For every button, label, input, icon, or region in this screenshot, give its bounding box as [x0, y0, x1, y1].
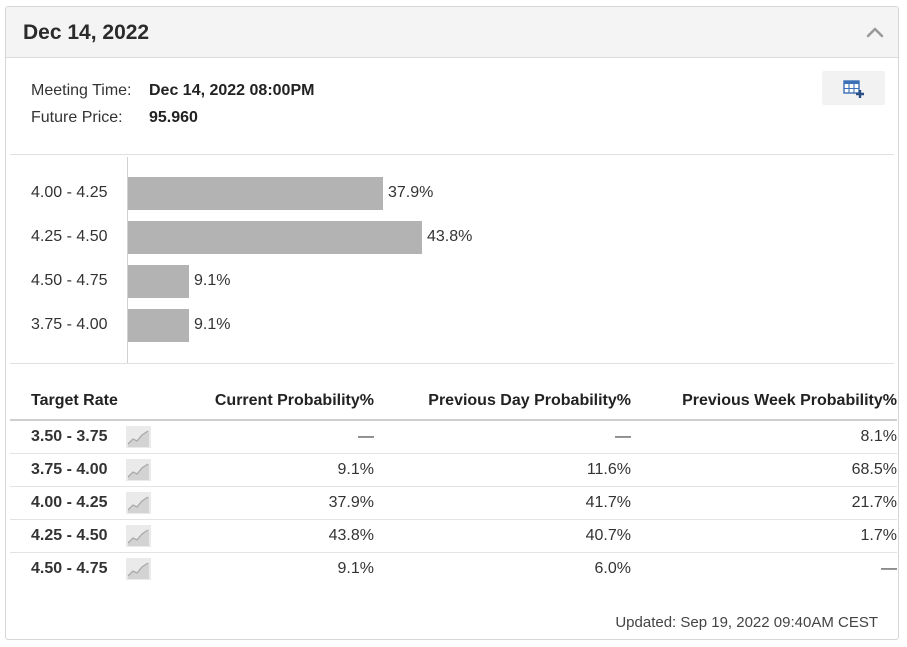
previous-week-probability-cell: 8.1%	[631, 420, 897, 454]
probability-table: Target Rate Current Probability% Previou…	[10, 382, 897, 585]
sparkline-chart-icon[interactable]	[126, 558, 151, 580]
section-divider	[10, 154, 894, 155]
previous-day-probability-cell: 6.0%	[594, 560, 631, 577]
export-table-button[interactable]	[822, 71, 885, 105]
meeting-date-title: Dec 14, 2022	[23, 21, 150, 44]
previous-week-probability-cell: —	[881, 560, 897, 577]
chevron-up-icon	[866, 27, 884, 38]
future-price-value: 95.960	[149, 109, 198, 126]
probability-bar	[128, 265, 189, 298]
current-probability-cell: 37.9%	[166, 486, 374, 520]
current-probability-cell: 43.8%	[166, 519, 374, 553]
header-spacer	[126, 382, 166, 421]
panel-header[interactable]: Dec 14, 2022	[6, 7, 898, 58]
current-probability-cell: —	[166, 420, 374, 454]
meeting-probability-panel: Dec 14, 2022 Meeting Time: Dec 14, 2022 0…	[5, 6, 899, 640]
sparkline-cell	[126, 519, 166, 553]
bar-value-label: 37.9%	[388, 184, 434, 201]
table-row: 4.00 - 4.25 37.9% 41.7% 21.7%	[10, 486, 897, 520]
sparkline-cell	[126, 420, 166, 454]
previous-day-probability-cell: 41.7%	[374, 486, 631, 520]
table-row: 4.50 - 4.75 9.1% 6.0% —	[10, 553, 897, 586]
bar-category-label: 4.50 - 4.75	[31, 272, 108, 289]
header-current-probability: Current Probability%	[166, 382, 374, 421]
chart-axis-line	[127, 157, 128, 363]
probability-bar	[128, 177, 383, 210]
bar-category-label: 3.75 - 4.00	[31, 316, 108, 333]
previous-day-probability-cell: 11.6%	[374, 453, 631, 487]
future-price-row: Future Price: 95.960	[31, 109, 198, 127]
sparkline-cell	[126, 553, 166, 586]
header-previous-week-probability: Previous Week Probability%	[631, 382, 897, 421]
target-rate-cell: 3.75 - 4.00	[10, 453, 126, 487]
meeting-time-value: Dec 14, 2022 08:00PM	[149, 82, 315, 99]
bar-value-label: 43.8%	[427, 228, 473, 245]
meeting-time-row: Meeting Time: Dec 14, 2022 08:00PM	[31, 82, 314, 100]
previous-day-probability-cell: 40.7%	[374, 519, 631, 553]
bar-value-label: 9.1%	[194, 272, 231, 289]
probability-bar-chart: 4.00 - 4.25 37.9% 4.25 - 4.50 43.8% 4.50 - 4…	[6, 157, 898, 363]
table-add-icon	[843, 80, 864, 98]
sparkline-cell	[126, 453, 166, 487]
bar-category-label: 4.25 - 4.50	[31, 228, 108, 245]
sparkline-chart-icon[interactable]	[126, 426, 151, 448]
probability-bar	[128, 309, 189, 342]
updated-timestamp: Updated: Sep 19, 2022 09:40AM CEST	[615, 614, 878, 631]
table-header-row: Target Rate Current Probability% Previou…	[10, 382, 897, 421]
current-probability-cell: 9.1%	[166, 453, 374, 487]
collapse-button[interactable]	[862, 19, 888, 45]
previous-day-probability-cell: —	[374, 420, 631, 454]
target-rate-cell: 4.50 - 4.75	[31, 560, 108, 577]
header-target-rate: Target Rate	[10, 382, 126, 421]
sparkline-chart-icon[interactable]	[126, 459, 151, 481]
sparkline-chart-icon[interactable]	[126, 525, 151, 547]
target-rate-cell: 3.50 - 3.75	[10, 420, 126, 454]
previous-week-probability-cell: 21.7%	[631, 486, 897, 520]
previous-week-probability-cell: 1.7%	[631, 519, 897, 553]
section-divider	[10, 363, 894, 364]
table-row: 4.25 - 4.50 43.8% 40.7% 1.7%	[10, 519, 897, 553]
bar-category-label: 4.00 - 4.25	[31, 184, 108, 201]
previous-week-probability-cell: 68.5%	[631, 453, 897, 487]
sparkline-cell	[126, 486, 166, 520]
current-probability-cell: 9.1%	[337, 560, 374, 577]
future-price-label: Future Price:	[31, 109, 123, 126]
table-row: 3.50 - 3.75— —8.1%	[10, 420, 897, 454]
sparkline-chart-icon[interactable]	[126, 492, 151, 514]
target-rate-cell: 4.00 - 4.25	[10, 486, 126, 520]
table-row: 3.75 - 4.00 9.1% 11.6% 68.5%	[10, 453, 897, 487]
target-rate-cell: 4.25 - 4.50	[10, 519, 126, 553]
meeting-time-label: Meeting Time:	[31, 82, 132, 99]
header-previous-day-probability: Previous Day Probability%	[374, 382, 631, 421]
probability-bar	[128, 221, 422, 254]
bar-value-label: 9.1%	[194, 316, 231, 333]
